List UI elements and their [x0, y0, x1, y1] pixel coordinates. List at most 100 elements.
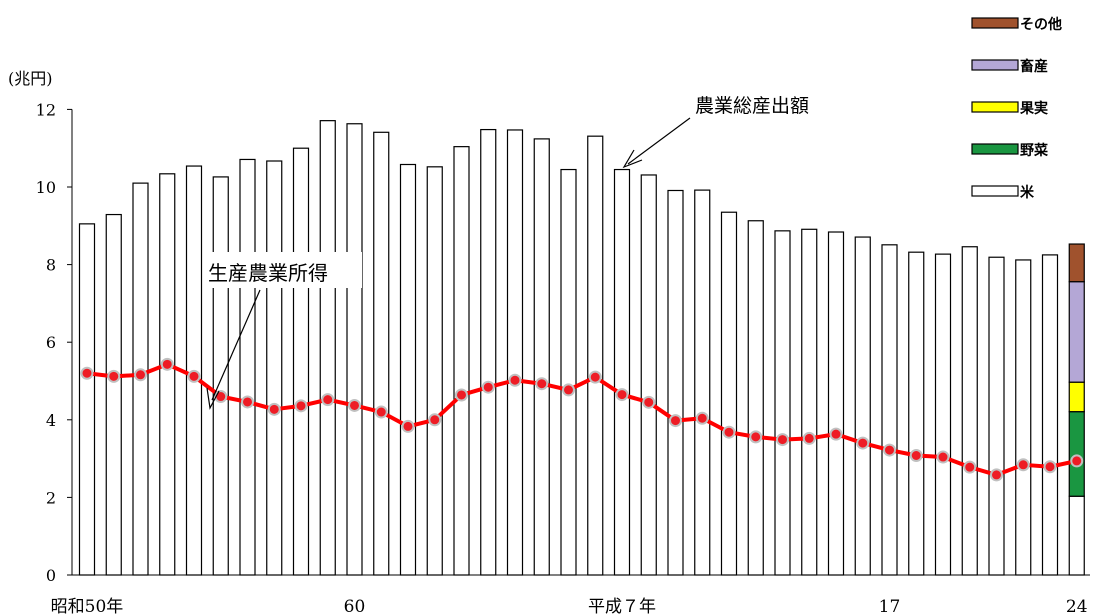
bar: [453, 146, 470, 576]
income-point: [321, 393, 335, 407]
bar: [774, 230, 791, 576]
income-point: [214, 390, 228, 404]
bar: [506, 129, 524, 576]
bar: [266, 160, 283, 576]
x-tick-label: 17: [879, 597, 901, 616]
legend-label: 米: [1020, 184, 1035, 201]
legend-label: 野菜: [1020, 142, 1049, 159]
stack-segment: [1068, 243, 1085, 283]
y-tick-label: 8: [46, 256, 56, 275]
y-tick-label: 12: [36, 100, 56, 119]
legend-swatch: [971, 143, 1019, 155]
annotation-income: 生産農業所得: [208, 261, 328, 285]
bar: [292, 147, 310, 576]
x-tick-label: 平成７年: [588, 597, 656, 616]
annotation-arrowhead-income: [206, 387, 220, 410]
y-tick-label: 2: [46, 488, 56, 507]
bar: [988, 256, 1005, 576]
income-point: [562, 383, 575, 397]
bar: [399, 163, 417, 576]
income-point: [642, 395, 656, 409]
income-point: [990, 468, 1003, 482]
bar: [373, 131, 390, 576]
bar: [801, 228, 818, 576]
legend-label: その他: [1020, 16, 1062, 33]
bar: [212, 176, 229, 576]
annotation-arrow-income: [211, 289, 261, 401]
income-point: [669, 414, 682, 428]
bar: [78, 223, 96, 576]
income-point: [294, 399, 308, 413]
income-point: [1043, 460, 1057, 474]
bar: [560, 168, 577, 576]
legend-swatch: [971, 17, 1019, 29]
bar: [934, 253, 952, 576]
bar: [239, 158, 256, 576]
x-tick-label: 24: [1066, 597, 1088, 616]
x-tick-label: 昭和50年: [51, 597, 124, 616]
annotation-income-bg: [204, 252, 362, 288]
bar: [159, 173, 176, 576]
bar: [640, 174, 657, 576]
income-point: [160, 357, 174, 371]
y-tick-label: 10: [36, 178, 56, 197]
income-point: [722, 425, 736, 439]
annotation-gross-output: 農業総産出額: [695, 95, 809, 117]
income-point: [80, 366, 94, 380]
income-point: [936, 450, 950, 464]
income-point: [508, 373, 522, 387]
bar: [1041, 254, 1059, 576]
bar: [346, 123, 363, 576]
income-point: [374, 405, 388, 419]
bar: [854, 236, 871, 576]
income-point: [1016, 458, 1030, 472]
legend-label: 果実: [1019, 100, 1048, 117]
income-point: [883, 443, 896, 457]
income-point: [749, 430, 763, 444]
income-point: [535, 377, 549, 391]
income-point: [267, 402, 281, 416]
x-tick-label: 60: [344, 597, 366, 616]
income-point: [348, 398, 361, 412]
bar: [881, 244, 898, 576]
income-point: [829, 427, 843, 441]
bar: [667, 189, 684, 576]
y-tick-label: 4: [46, 411, 56, 430]
bar: [319, 120, 336, 576]
income-point: [963, 460, 977, 474]
income-point: [776, 433, 789, 447]
bar: [533, 138, 550, 576]
income-point: [401, 419, 415, 433]
income-point: [1070, 454, 1084, 468]
bar: [747, 220, 764, 576]
income-point: [107, 369, 121, 383]
stack-segment: [1068, 495, 1085, 576]
bar: [587, 135, 604, 576]
annotation-arrowhead-gross: [622, 149, 643, 169]
y-unit-label: (兆円): [8, 69, 53, 88]
bar: [720, 211, 738, 576]
stack-segment: [1068, 281, 1085, 383]
bar: [1015, 259, 1032, 576]
stack-segment: [1068, 411, 1085, 497]
bar: [105, 213, 122, 576]
bar: [827, 231, 845, 576]
bar: [426, 166, 443, 576]
legend-label: 畜産: [1020, 58, 1048, 75]
stacked-bar: [1068, 243, 1085, 576]
bar: [480, 128, 497, 576]
annotation-arrow-gross: [627, 117, 691, 165]
stack-segment: [1068, 381, 1085, 413]
income-point: [695, 411, 709, 425]
bar: [961, 246, 978, 576]
income-point: [615, 388, 629, 402]
legend-swatch: [971, 59, 1019, 71]
bar: [908, 251, 925, 576]
legend-swatch: [971, 185, 1019, 197]
y-tick-label: 0: [46, 566, 56, 585]
income-point: [428, 413, 442, 427]
income-point: [481, 380, 495, 394]
